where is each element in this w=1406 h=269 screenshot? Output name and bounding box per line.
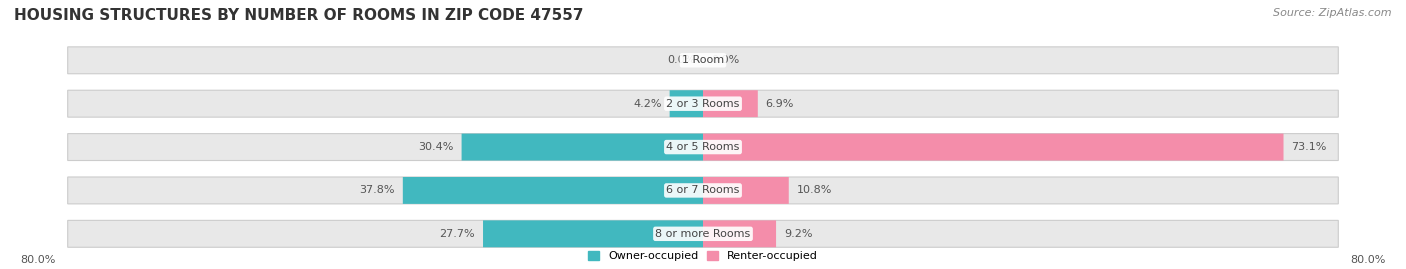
Text: 6 or 7 Rooms: 6 or 7 Rooms — [666, 185, 740, 196]
FancyBboxPatch shape — [703, 134, 1284, 161]
Legend: Owner-occupied, Renter-occupied: Owner-occupied, Renter-occupied — [586, 248, 820, 263]
FancyBboxPatch shape — [669, 90, 703, 117]
FancyBboxPatch shape — [67, 220, 1339, 247]
Text: 37.8%: 37.8% — [360, 185, 395, 196]
Text: 10.8%: 10.8% — [797, 185, 832, 196]
FancyBboxPatch shape — [404, 177, 703, 204]
FancyBboxPatch shape — [67, 134, 1339, 161]
Text: Source: ZipAtlas.com: Source: ZipAtlas.com — [1274, 8, 1392, 18]
FancyBboxPatch shape — [703, 220, 776, 247]
Text: 4 or 5 Rooms: 4 or 5 Rooms — [666, 142, 740, 152]
FancyBboxPatch shape — [461, 134, 703, 161]
FancyBboxPatch shape — [67, 47, 1339, 74]
Text: 9.2%: 9.2% — [785, 229, 813, 239]
FancyBboxPatch shape — [67, 90, 1339, 117]
Text: 2 or 3 Rooms: 2 or 3 Rooms — [666, 99, 740, 109]
Text: 4.2%: 4.2% — [633, 99, 662, 109]
FancyBboxPatch shape — [703, 177, 789, 204]
Text: 80.0%: 80.0% — [20, 255, 55, 265]
Text: 30.4%: 30.4% — [418, 142, 454, 152]
Text: HOUSING STRUCTURES BY NUMBER OF ROOMS IN ZIP CODE 47557: HOUSING STRUCTURES BY NUMBER OF ROOMS IN… — [14, 8, 583, 23]
Text: 0.0%: 0.0% — [666, 55, 695, 65]
FancyBboxPatch shape — [67, 177, 1339, 204]
FancyBboxPatch shape — [484, 220, 703, 247]
Text: 27.7%: 27.7% — [440, 229, 475, 239]
Text: 80.0%: 80.0% — [1351, 255, 1386, 265]
Text: 73.1%: 73.1% — [1292, 142, 1327, 152]
Text: 6.9%: 6.9% — [766, 99, 794, 109]
Text: 1 Room: 1 Room — [682, 55, 724, 65]
Text: 0.0%: 0.0% — [711, 55, 740, 65]
FancyBboxPatch shape — [703, 90, 758, 117]
Text: 8 or more Rooms: 8 or more Rooms — [655, 229, 751, 239]
